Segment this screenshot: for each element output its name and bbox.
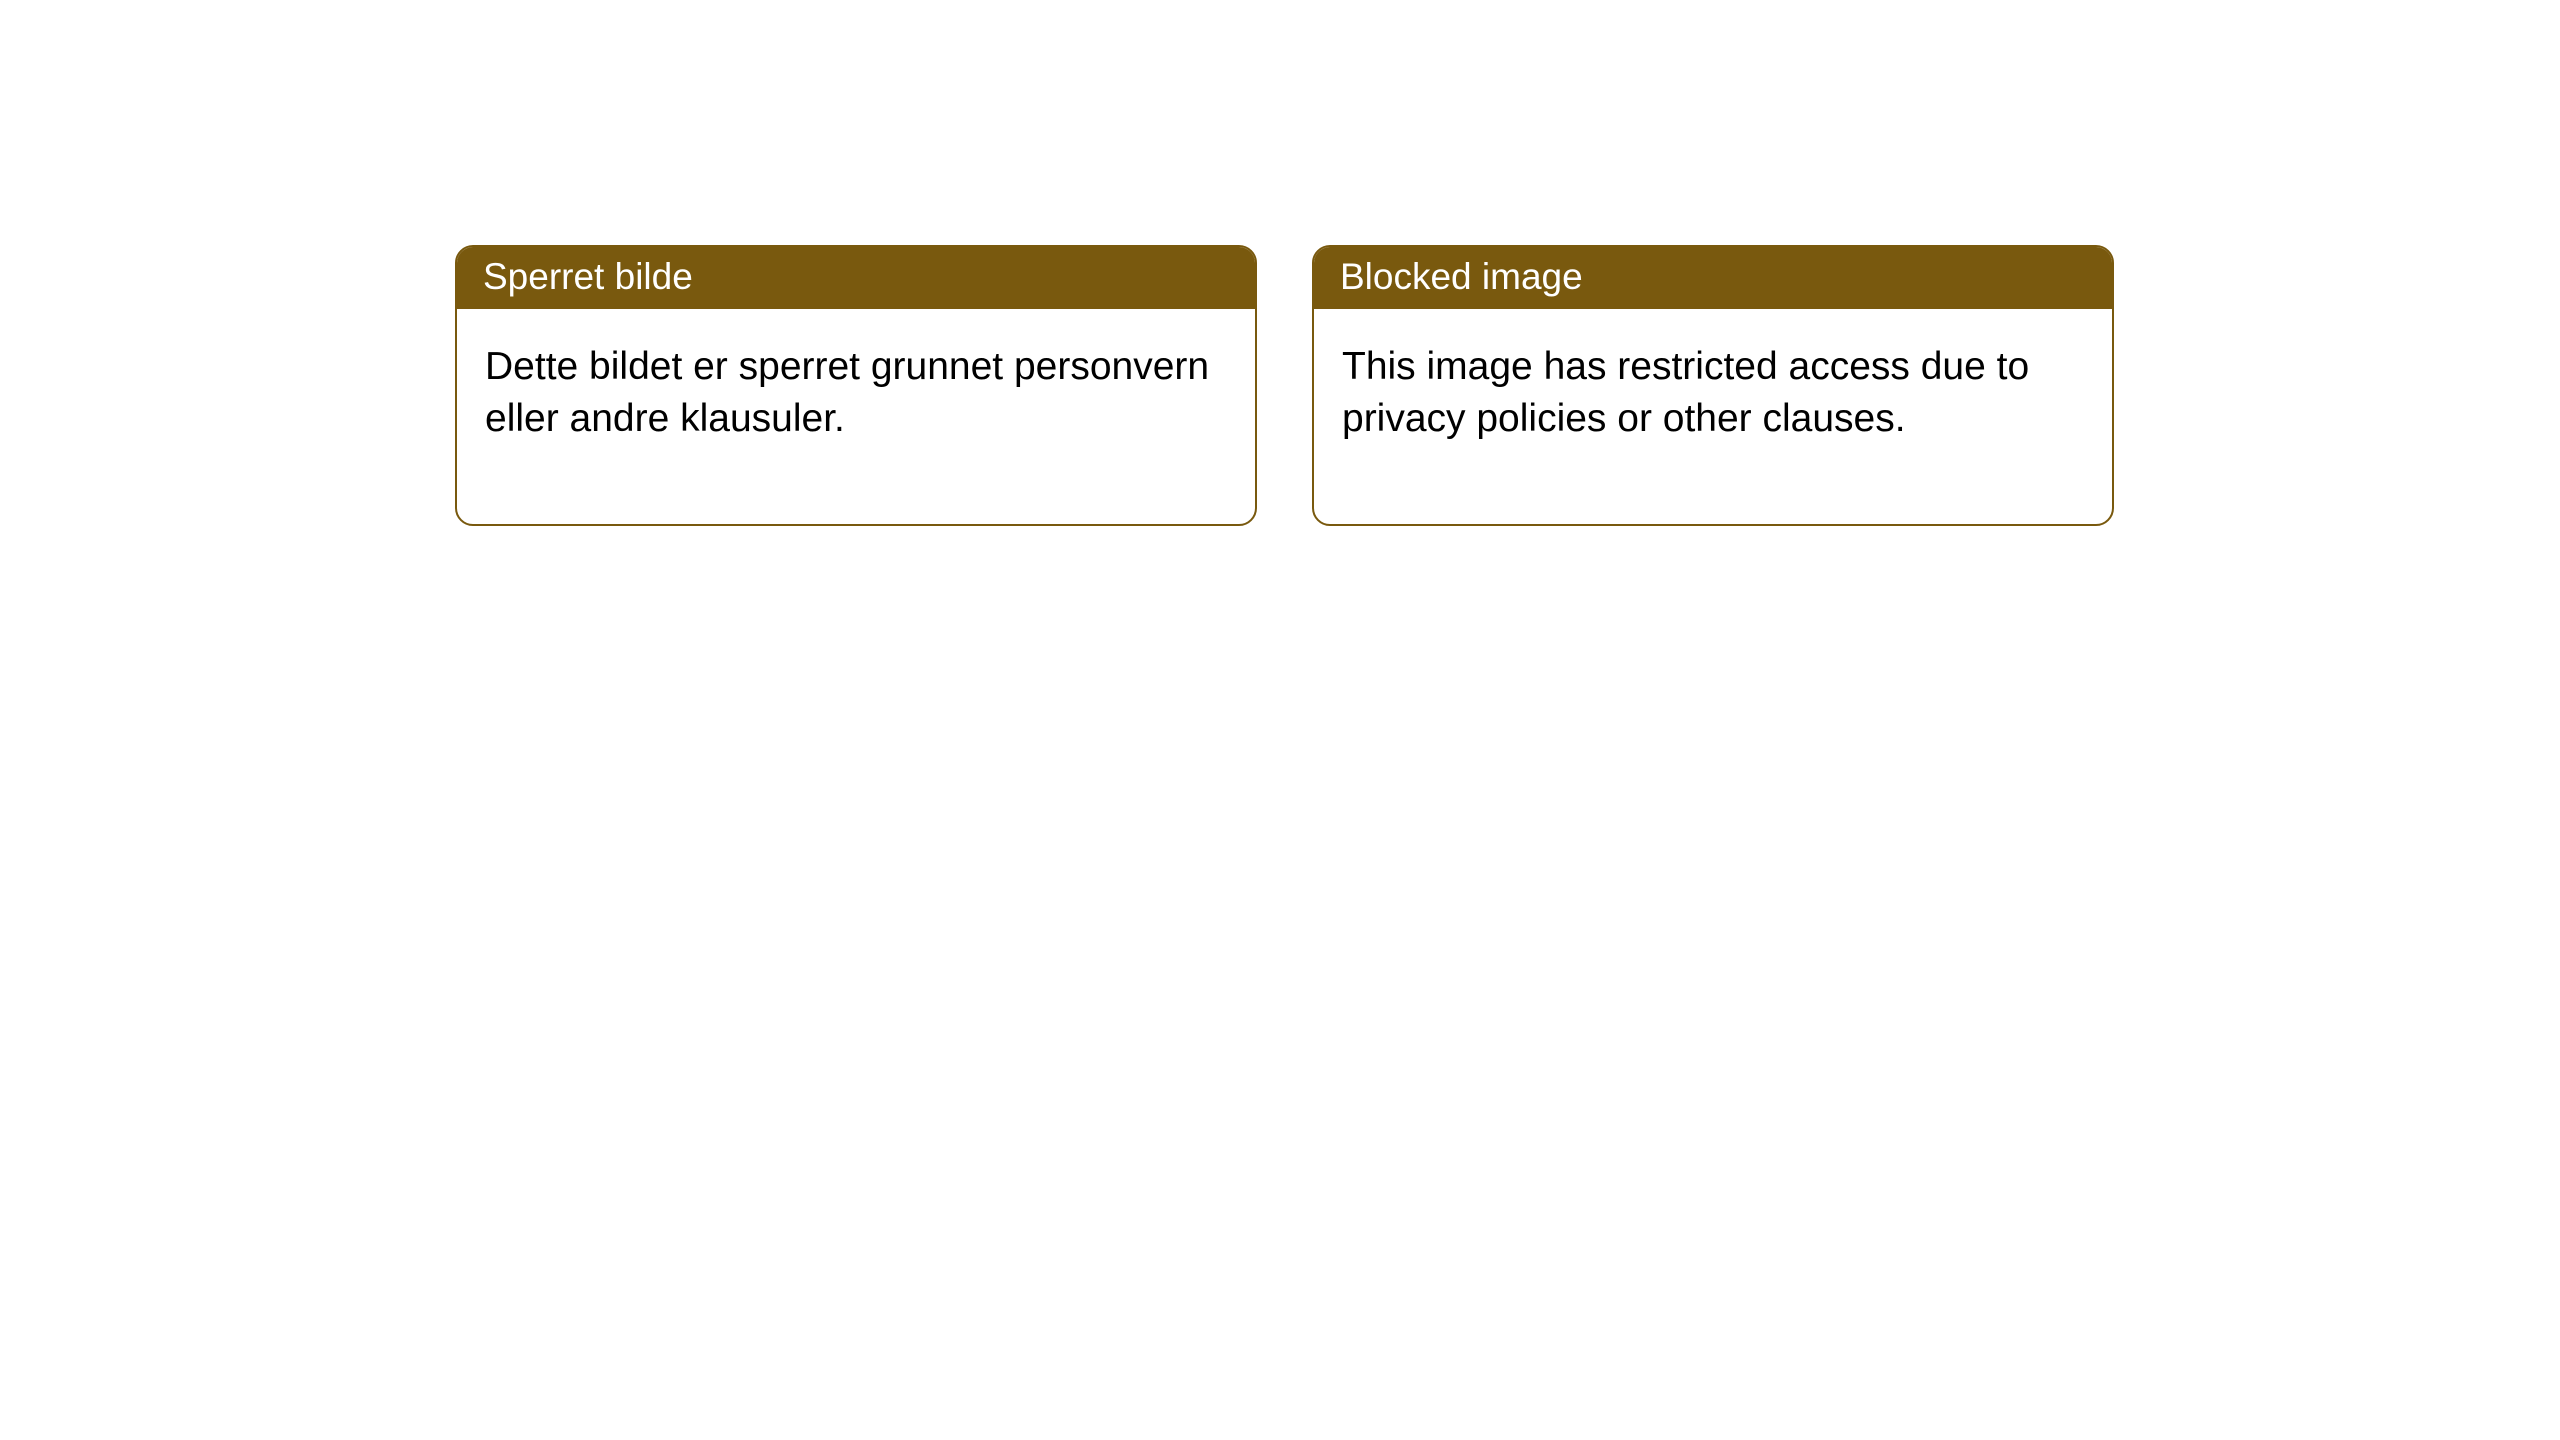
notice-box-english: Blocked image This image has restricted … xyxy=(1312,245,2114,526)
notice-title: Blocked image xyxy=(1314,247,2112,309)
notice-body: Dette bildet er sperret grunnet personve… xyxy=(457,309,1255,524)
notice-container: Sperret bilde Dette bildet er sperret gr… xyxy=(0,0,2560,526)
notice-box-norwegian: Sperret bilde Dette bildet er sperret gr… xyxy=(455,245,1257,526)
notice-body: This image has restricted access due to … xyxy=(1314,309,2112,524)
notice-title: Sperret bilde xyxy=(457,247,1255,309)
